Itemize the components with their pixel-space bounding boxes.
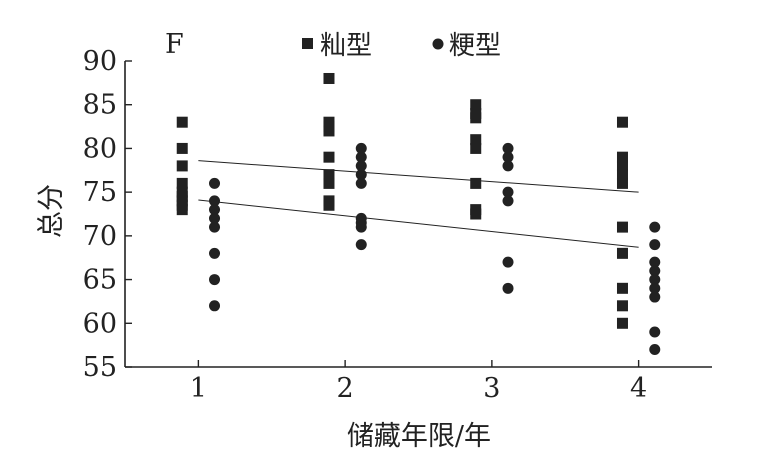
data-point-japonica (209, 212, 221, 224)
data-point-indica (176, 142, 188, 154)
axis-ticks: 55 60 65 70 75 80 85 90 1 2 3 4 (83, 46, 648, 404)
y-axis-title: 总分 (36, 184, 67, 238)
data-point-indica (323, 125, 335, 137)
data-point-japonica (209, 195, 221, 207)
x-tick-label: 2 (337, 373, 354, 404)
data-point-indica (470, 208, 482, 220)
data-point-indica (616, 282, 628, 294)
data-point-indica (323, 169, 335, 181)
data-point-indica (470, 177, 482, 189)
data-point-indica (470, 134, 482, 146)
data-point-indica (470, 142, 482, 154)
data-point-japonica (355, 151, 367, 163)
data-point-indica (176, 160, 188, 172)
data-point-indica (470, 112, 482, 124)
panel-label: F (165, 29, 184, 60)
data-point-japonica (649, 344, 661, 356)
plot-axes (124, 61, 712, 368)
data-point-japonica (649, 291, 661, 303)
data-point-indica (616, 177, 628, 189)
data-point-indica (323, 177, 335, 189)
data-point-japonica (649, 265, 661, 277)
data-point-indica (616, 317, 628, 329)
data-point-japonica (649, 239, 661, 251)
data-point-japonica (502, 151, 514, 163)
y-tick-label: 90 (83, 46, 117, 77)
data-point-japonica (502, 195, 514, 207)
data-point-japonica (355, 177, 367, 189)
data-point-indica (323, 72, 335, 84)
data-point-indica (323, 151, 335, 163)
data-point-indica (616, 169, 628, 181)
data-point-japonica (209, 177, 221, 189)
legend: 籼型 粳型 (302, 31, 501, 61)
y-tick-label: 70 (83, 221, 117, 252)
data-point-japonica (209, 247, 221, 259)
data-point-japonica (209, 221, 221, 233)
legend-label-indica: 籼型 (320, 31, 372, 61)
data-point-indica (176, 116, 188, 128)
data-point-indica (176, 177, 188, 189)
data-point-japonica (649, 326, 661, 338)
data-point-japonica (355, 160, 367, 172)
legend-label-japonica: 粳型 (449, 31, 501, 61)
legend-marker-circle (432, 38, 444, 50)
data-point-japonica (502, 186, 514, 198)
data-point-japonica (355, 142, 367, 154)
data-point-japonica (355, 239, 367, 251)
x-tick-label: 3 (483, 373, 500, 404)
trend-lines (198, 160, 639, 248)
x-axis-title: 储藏年限/年 (347, 421, 491, 452)
y-tick-label: 65 (83, 265, 117, 296)
data-point-indica (616, 160, 628, 172)
data-point-indica (616, 300, 628, 312)
data-point-japonica (649, 274, 661, 286)
x-tick-label: 1 (190, 373, 207, 404)
data-point-indica (616, 116, 628, 128)
y-tick-label: 75 (83, 177, 117, 208)
data-point-japonica (355, 221, 367, 233)
data-point-japonica (649, 221, 661, 233)
data-point-japonica (502, 256, 514, 268)
trend-line-japonica (198, 199, 639, 248)
data-point-indica (616, 151, 628, 163)
y-tick-label: 80 (83, 133, 117, 164)
legend-marker-square (302, 38, 313, 49)
data-point-indica (616, 221, 628, 233)
data-point-japonica (355, 169, 367, 181)
data-point-indica (176, 204, 188, 216)
data-point-japonica (502, 160, 514, 172)
data-point-japonica (502, 142, 514, 154)
x-tick-label: 4 (630, 373, 647, 404)
data-point-indica (616, 247, 628, 259)
data-point-indica (323, 199, 335, 211)
data-point-japonica (649, 282, 661, 294)
data-point-japonica (209, 274, 221, 286)
y-tick-label: 55 (83, 352, 117, 383)
trend-line-indica (198, 160, 639, 193)
data-point-japonica (502, 282, 514, 294)
data-point-japonica (649, 256, 661, 268)
y-tick-label: 85 (83, 90, 117, 121)
data-point-japonica (209, 204, 221, 216)
y-tick-label: 60 (83, 308, 117, 339)
data-points (176, 72, 661, 356)
data-point-japonica (209, 300, 221, 312)
data-point-indica (470, 99, 482, 111)
